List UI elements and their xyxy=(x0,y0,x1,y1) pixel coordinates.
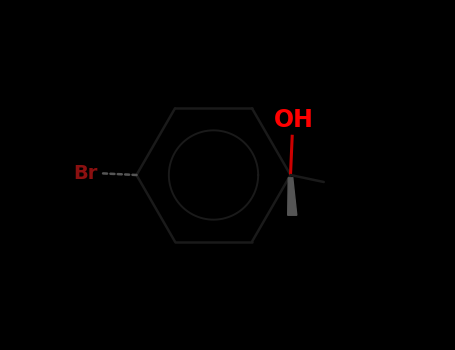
Polygon shape xyxy=(288,178,297,215)
Text: Br: Br xyxy=(74,164,98,183)
Text: OH: OH xyxy=(274,108,314,132)
